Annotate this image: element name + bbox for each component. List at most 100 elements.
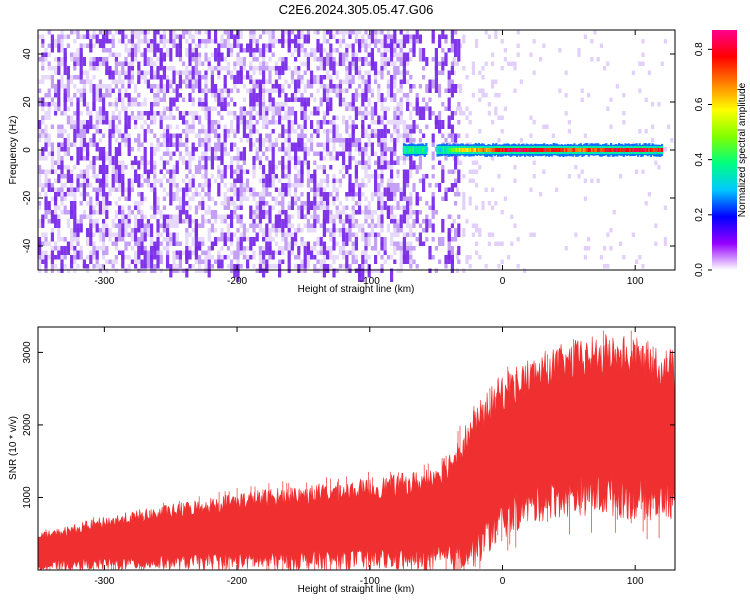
- noise-cell: [156, 93, 160, 98]
- noise-cell: [153, 255, 157, 260]
- noise-cell: [335, 187, 339, 192]
- signal-cell: [508, 148, 511, 152]
- signal-cell: [640, 148, 643, 152]
- noise-cell: [444, 138, 448, 143]
- signal-cell: [632, 148, 635, 152]
- noise-cell: [121, 106, 125, 111]
- noise-cell: [348, 102, 352, 107]
- noise-cell: [322, 187, 326, 192]
- noise-cell: [354, 57, 358, 71]
- noise-cell: [172, 39, 176, 44]
- noise-cell: [290, 79, 294, 84]
- noise-cell: [319, 97, 323, 102]
- noise-cell: [444, 52, 448, 66]
- noise-cell: [481, 66, 485, 71]
- noise-cell: [290, 120, 294, 125]
- noise-cell: [434, 268, 438, 273]
- noise-cell: [89, 165, 93, 170]
- noise-cell: [351, 250, 355, 255]
- noise-cell: [127, 241, 131, 246]
- noise-cell: [156, 250, 160, 255]
- noise-cell: [143, 138, 147, 143]
- noise-cell: [342, 39, 346, 44]
- noise-cell: [134, 52, 138, 57]
- noise-cell: [60, 111, 64, 116]
- noise-cell: [182, 61, 186, 66]
- noise-cell: [60, 259, 64, 273]
- noise-cell: [198, 201, 202, 206]
- noise-cell: [207, 30, 211, 39]
- noise-cell: [316, 201, 320, 206]
- noise-cell: [412, 84, 416, 89]
- noise-cell: [172, 88, 176, 93]
- noise-cell: [137, 255, 141, 260]
- noise-cell: [86, 43, 90, 48]
- noise-cell: [92, 246, 96, 251]
- noise-cell: [63, 111, 67, 116]
- noise-cell: [348, 237, 352, 242]
- noise-cell: [370, 88, 374, 93]
- noise-cell: [326, 70, 330, 75]
- noise-cell: [188, 151, 192, 156]
- signal-cell: [527, 148, 530, 152]
- noise-cell: [342, 52, 346, 57]
- noise-cell: [210, 75, 214, 89]
- noise-cell: [143, 264, 147, 269]
- noise-cell: [300, 48, 304, 53]
- noise-cell: [114, 255, 118, 260]
- noise-cell: [105, 93, 109, 98]
- noise-cell: [230, 129, 234, 134]
- noise-cell: [114, 223, 118, 228]
- noise-cell: [191, 174, 195, 179]
- noise-cell: [44, 201, 48, 206]
- noise-cell: [156, 84, 160, 89]
- noise-cell: [102, 250, 106, 255]
- noise-cell: [374, 268, 378, 273]
- noise-cell: [268, 138, 272, 143]
- noise-cell: [431, 79, 435, 84]
- noise-cell: [118, 237, 122, 242]
- noise-cell: [143, 111, 147, 116]
- noise-cell: [258, 66, 262, 71]
- noise-cell: [191, 111, 195, 116]
- noise-cell: [303, 246, 307, 251]
- noise-cell: [513, 178, 517, 183]
- noise-cell: [105, 210, 109, 219]
- noise-cell: [86, 70, 90, 75]
- noise-cell: [143, 120, 147, 125]
- noise-cell: [223, 147, 227, 152]
- noise-cell: [268, 237, 272, 242]
- noise-cell: [654, 160, 658, 165]
- noise-cell: [354, 160, 358, 165]
- noise-cell: [393, 160, 397, 165]
- noise-cell: [300, 192, 304, 197]
- noise-cell: [313, 187, 317, 192]
- snr-frame: [37, 326, 676, 571]
- noise-cell: [462, 268, 466, 273]
- signal-cell: [511, 148, 514, 152]
- noise-cell: [329, 165, 333, 170]
- noise-cell: [124, 34, 128, 39]
- noise-cell: [409, 57, 413, 62]
- noise-cell: [354, 174, 358, 179]
- noise-cell: [529, 133, 533, 138]
- noise-cell: [409, 232, 413, 237]
- noise-cell: [306, 84, 310, 89]
- noise-cell: [166, 106, 170, 111]
- noise-cell: [214, 133, 218, 138]
- noise-cell: [182, 70, 186, 75]
- noise-cell: [38, 223, 42, 228]
- noise-cell: [102, 228, 106, 233]
- noise-cell: [322, 115, 326, 120]
- noise-cell: [390, 88, 394, 93]
- noise-cell: [434, 183, 438, 188]
- noise-cell: [367, 75, 371, 84]
- noise-cell: [54, 106, 58, 111]
- noise-cell: [137, 133, 141, 138]
- noise-cell: [500, 241, 504, 246]
- noise-cell: [444, 264, 448, 269]
- noise-cell: [150, 43, 154, 48]
- noise-cell: [82, 88, 86, 93]
- noise-cell: [159, 223, 163, 228]
- noise-cell: [102, 223, 106, 228]
